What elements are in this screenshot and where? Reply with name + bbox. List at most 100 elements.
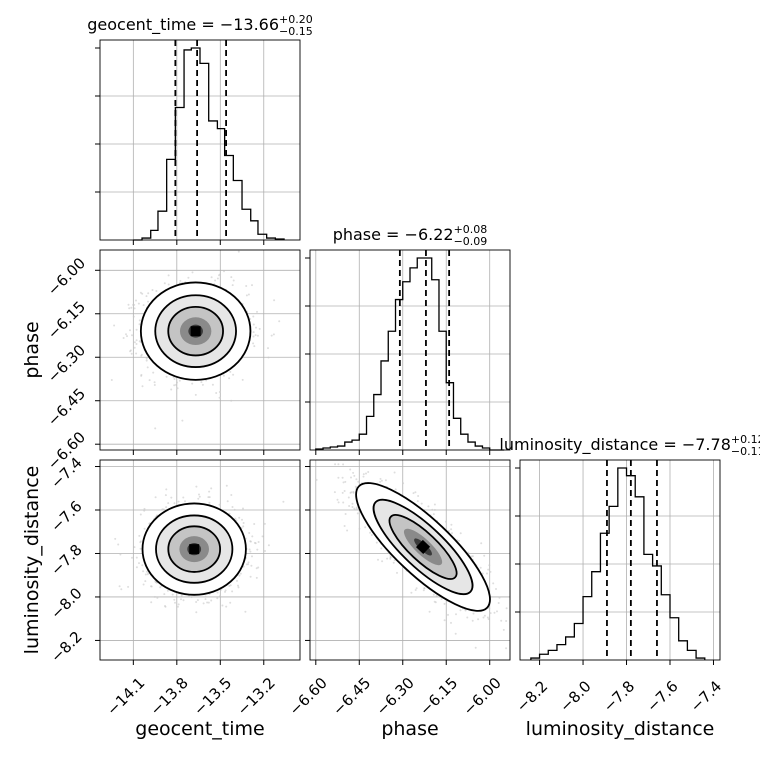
sample-point bbox=[230, 399, 233, 402]
x-tick-label: −6.00 bbox=[460, 674, 505, 719]
sample-point bbox=[450, 523, 453, 526]
sample-point bbox=[357, 480, 360, 483]
title-lower-error: −0.15 bbox=[279, 25, 313, 38]
sample-point bbox=[119, 553, 122, 556]
sample-point bbox=[153, 595, 156, 598]
sample-point bbox=[384, 479, 387, 482]
x-tick-label: −13.2 bbox=[234, 674, 279, 719]
sample-point bbox=[218, 391, 221, 393]
sample-point bbox=[497, 602, 500, 604]
sample-point bbox=[138, 323, 141, 326]
sample-point bbox=[267, 356, 270, 359]
sample-point bbox=[250, 564, 253, 567]
x-axis-label-luminosity_distance: luminosity_distance bbox=[526, 718, 715, 740]
sample-point bbox=[210, 276, 213, 279]
sample-point bbox=[122, 337, 125, 339]
sample-point bbox=[131, 556, 133, 559]
sample-point bbox=[225, 484, 228, 487]
panel-frame bbox=[99, 459, 301, 661]
sample-point bbox=[177, 603, 180, 606]
sample-point bbox=[229, 370, 232, 373]
sample-point bbox=[370, 534, 373, 536]
sample-point bbox=[487, 568, 490, 571]
sample-point bbox=[471, 619, 474, 622]
sample-point bbox=[252, 342, 255, 345]
sample-point bbox=[137, 302, 140, 305]
sample-point bbox=[450, 528, 453, 531]
title-lower-error: −0.09 bbox=[454, 235, 488, 248]
sample-point bbox=[272, 333, 275, 336]
sample-point bbox=[200, 381, 203, 384]
sample-point bbox=[226, 500, 229, 503]
sample-point bbox=[249, 540, 252, 543]
sample-point bbox=[164, 605, 166, 607]
sample-point bbox=[252, 331, 255, 334]
sample-point bbox=[225, 605, 228, 608]
sample-point bbox=[196, 599, 199, 602]
sample-point bbox=[248, 548, 251, 551]
title-main: geocent_time = −13.66 bbox=[87, 15, 279, 35]
sample-point bbox=[147, 300, 149, 303]
sample-point bbox=[133, 303, 136, 306]
sample-point bbox=[253, 345, 256, 348]
sample-point bbox=[245, 294, 248, 297]
sample-point bbox=[367, 471, 370, 473]
sample-point bbox=[173, 384, 176, 387]
sample-point bbox=[488, 564, 491, 567]
sample-point bbox=[238, 516, 241, 519]
title-upper-error: +0.12 bbox=[731, 433, 760, 446]
sample-point bbox=[135, 339, 138, 342]
sample-point bbox=[414, 491, 417, 494]
sample-point bbox=[229, 601, 232, 604]
sample-point bbox=[230, 276, 233, 279]
density-peak bbox=[190, 326, 201, 337]
sample-point bbox=[495, 588, 497, 590]
sample-point bbox=[364, 526, 367, 529]
sample-point bbox=[208, 501, 211, 504]
y-tick-label: −6.15 bbox=[44, 298, 89, 343]
histogram-luminosity_distance bbox=[530, 467, 706, 660]
x-tick-label: −7.8 bbox=[600, 677, 638, 715]
sample-point bbox=[337, 463, 340, 466]
sample-point bbox=[181, 419, 184, 422]
sample-point bbox=[228, 585, 231, 587]
sample-point bbox=[505, 607, 508, 610]
x-tick-label: −8.0 bbox=[556, 677, 594, 715]
sample-point bbox=[195, 485, 198, 488]
sample-point bbox=[125, 333, 127, 336]
sample-point bbox=[251, 284, 253, 287]
sample-point bbox=[208, 496, 211, 499]
sample-point bbox=[336, 498, 339, 501]
sample-point bbox=[392, 561, 395, 564]
sample-point bbox=[238, 574, 241, 577]
sample-point bbox=[248, 532, 251, 534]
sample-point bbox=[252, 335, 255, 338]
sample-point bbox=[135, 566, 138, 569]
sample-point bbox=[142, 583, 145, 586]
sample-point bbox=[187, 595, 190, 598]
sample-point bbox=[170, 496, 173, 499]
sample-point bbox=[156, 596, 159, 599]
sample-point bbox=[153, 381, 156, 384]
sample-point bbox=[145, 357, 148, 360]
sample-point bbox=[481, 572, 484, 575]
sample-point bbox=[422, 589, 425, 592]
sample-point bbox=[500, 619, 503, 622]
sample-point bbox=[131, 334, 133, 337]
sample-point bbox=[167, 274, 170, 277]
sample-point bbox=[144, 580, 147, 583]
sample-point bbox=[498, 596, 501, 599]
sample-point bbox=[337, 476, 340, 479]
sample-point bbox=[444, 520, 447, 523]
sample-point bbox=[195, 601, 198, 603]
y-tick-label: −7.8 bbox=[47, 541, 85, 579]
sample-point bbox=[440, 598, 443, 600]
histogram-phase bbox=[315, 257, 505, 451]
sample-point bbox=[142, 304, 145, 307]
y-tick-label: −7.6 bbox=[47, 497, 85, 535]
sample-point bbox=[443, 619, 446, 622]
sample-point bbox=[135, 328, 138, 331]
sample-point bbox=[253, 541, 256, 544]
sample-point bbox=[369, 531, 372, 534]
